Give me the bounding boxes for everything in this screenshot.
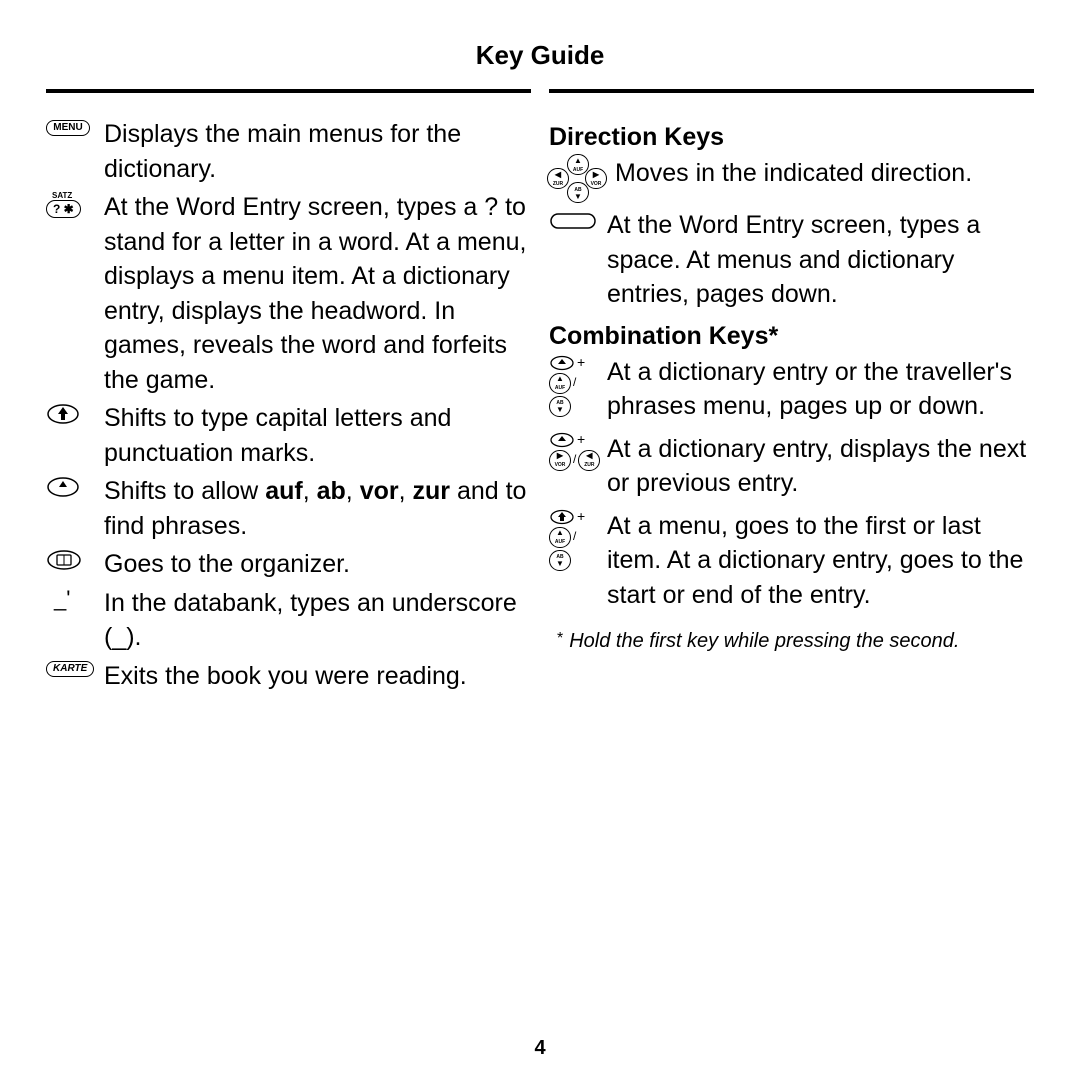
page: Key Guide MENU Displays the main menus f… [0, 0, 1080, 1080]
entry-menu: MENU Displays the main menus for the dic… [46, 117, 531, 186]
shift-desc: Shifts to type capital letters and punct… [104, 401, 531, 470]
menu-key-icon: MENU [46, 117, 104, 137]
footnote: *Hold the first key while pressing the s… [557, 630, 1034, 653]
entry-space: At the Word Entry screen, types a space.… [549, 208, 1034, 312]
page-title: Key Guide [46, 40, 1034, 71]
qstar-key-icon: SATZ ? ✱ [46, 190, 104, 218]
space-key-icon [549, 208, 607, 232]
shift-key-icon [46, 401, 104, 425]
entry-shift: Shifts to type capital letters and punct… [46, 401, 531, 470]
combo1-icon: + ▲AUF / AB▼ [549, 355, 607, 417]
underscore-key-icon: _' [46, 586, 104, 611]
underscore-desc: In the databank, types an underscore (_)… [104, 586, 531, 655]
entry-karte: KARTE Exits the book you were reading. [46, 659, 531, 694]
combo1-desc: At a dictionary entry or the traveller's… [607, 355, 1034, 424]
entry-org: Goes to the organizer. [46, 547, 531, 582]
right-column: Direction Keys ▲AUF ◀ZUR ▶VOR AB▼ Moves … [549, 89, 1034, 697]
page-number: 4 [0, 1037, 1080, 1060]
combination-keys-head: Combination Keys* [549, 322, 1034, 351]
combo2-icon: + ▶VOR / ◀ZUR [549, 432, 607, 471]
karte-key-icon: KARTE [46, 659, 104, 679]
entry-dpad: ▲AUF ◀ZUR ▶VOR AB▼ Moves in the indicate… [549, 156, 1034, 198]
entry-qstar: SATZ ? ✱ At the Word Entry screen, types… [46, 190, 531, 397]
org-desc: Goes to the organizer. [104, 547, 531, 582]
dpad-icon: ▲AUF ◀ZUR ▶VOR AB▼ [549, 156, 615, 198]
karte-desc: Exits the book you were reading. [104, 659, 531, 694]
organizer-key-icon [46, 547, 104, 571]
entry-fn: Shifts to allow auf, ab, vor, zur and to… [46, 474, 531, 543]
entry-underscore: _' In the databank, types an underscore … [46, 586, 531, 655]
combo3-icon: + ▲AUF / AB▼ [549, 509, 607, 571]
columns: MENU Displays the main menus for the dic… [46, 89, 1034, 697]
dpad-desc: Moves in the indicated direction. [615, 156, 1034, 191]
left-column: MENU Displays the main menus for the dic… [46, 89, 531, 697]
menu-desc: Displays the main menus for the dictiona… [104, 117, 531, 186]
qstar-desc: At the Word Entry screen, types a ? to s… [104, 190, 531, 397]
combo3-desc: At a menu, goes to the first or last ite… [607, 509, 1034, 613]
entry-combo1: + ▲AUF / AB▼ At a dictionary entry or th… [549, 355, 1034, 424]
entry-combo2: + ▶VOR / ◀ZUR At a dictionary entry, dis… [549, 432, 1034, 501]
combo2-desc: At a dictionary entry, displays the next… [607, 432, 1034, 501]
direction-keys-head: Direction Keys [549, 123, 1034, 152]
entry-combo3: + ▲AUF / AB▼ At a menu, goes to the firs… [549, 509, 1034, 613]
fn-desc: Shifts to allow auf, ab, vor, zur and to… [104, 474, 531, 543]
fn-key-icon [46, 474, 104, 498]
space-desc: At the Word Entry screen, types a space.… [607, 208, 1034, 312]
